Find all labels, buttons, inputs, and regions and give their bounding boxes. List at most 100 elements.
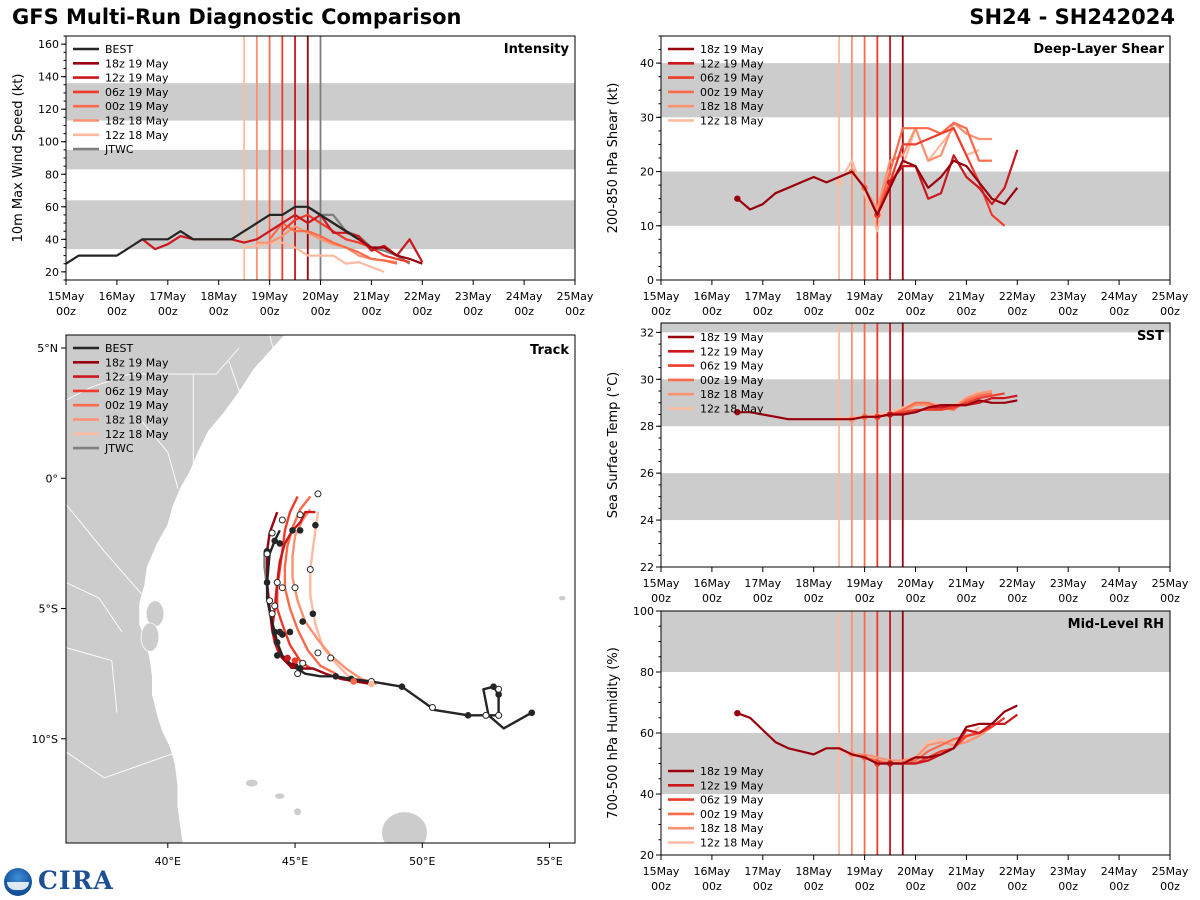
intensity-xtick-label-hour: 00z (209, 305, 229, 318)
track-series-line (291, 508, 377, 686)
rh-xtick-label-hour: 00z (1058, 880, 1078, 893)
track-marker-filled (464, 712, 472, 719)
track-legend-label: JTWC (104, 442, 134, 455)
intensity-xtick-label-date: 17May (149, 290, 186, 303)
intensity-xtick-label-date: 15May (48, 290, 85, 303)
sst-ytick-label: 30 (640, 373, 654, 386)
intensity-xtick-label-date: 25May (557, 290, 594, 303)
shear-ytick-label: 30 (640, 111, 654, 124)
intensity-legend-label: 06z 19 May (105, 86, 169, 99)
intensity-ylabel: 10m Max Wind Speed (kt) (11, 74, 26, 243)
track-marker-open (273, 578, 281, 586)
rh-xtick-label-date: 24May (1101, 865, 1138, 878)
track-marker-open (314, 649, 322, 657)
track-marker-filled (398, 683, 406, 690)
rh-xtick-label-date: 23May (1050, 865, 1087, 878)
track-border (66, 647, 118, 713)
rh-xtick-label-hour: 00z (753, 880, 773, 893)
storm-id-label: SH24 - SH242024 (969, 5, 1175, 29)
intensity-ytick-label: 20 (45, 266, 59, 279)
track-marker-open (291, 584, 299, 592)
track-legend-label: BEST (105, 342, 133, 355)
sst-xtick-label-hour: 00z (651, 592, 671, 605)
intensity-ytick-label: 160 (38, 38, 59, 51)
rh-plot-area (661, 611, 1170, 855)
sst-xtick-label-date: 21May (948, 577, 985, 590)
track-border (136, 415, 179, 489)
intensity-xtick-label-hour: 00z (463, 305, 483, 318)
track-border (193, 347, 240, 375)
track-series-line (265, 511, 372, 686)
track-legend-label: 00z 19 May (105, 399, 169, 412)
sst-band-0 (661, 473, 1170, 521)
intensity-xtick-label-hour: 00z (158, 305, 178, 318)
track-marker-open (268, 529, 276, 537)
intensity-legend-label: BEST (105, 43, 133, 56)
shear-xtick-label-date: 17May (744, 290, 781, 303)
track-marker-open (495, 711, 503, 719)
intensity-xtick-label-hour: 00z (260, 305, 280, 318)
shear-xtick-label-hour: 00z (855, 305, 875, 318)
track-xtick-label: 50°E (409, 855, 435, 868)
track-init-point (289, 662, 296, 670)
sst-legend-label: 12z 19 May (700, 345, 764, 358)
shear-xtick-label-hour: 00z (1058, 305, 1078, 318)
sst-ytick-label: 24 (640, 514, 654, 527)
track-border (66, 373, 194, 401)
track-series-line (309, 511, 372, 686)
sst-xtick-label-hour: 00z (804, 592, 824, 605)
track-marker-filled (273, 639, 281, 646)
shear-band-1 (661, 63, 1170, 118)
track-marker-open (314, 490, 322, 498)
rh-xtick-label-hour: 00z (957, 880, 977, 893)
intensity-legend-label: 12z 19 May (105, 72, 169, 85)
track-legend-label: 12z 18 May (105, 428, 169, 441)
rh-band-1 (661, 611, 1170, 672)
intensity-ytick-label: 120 (38, 103, 59, 116)
intensity-legend-label: 00z 19 May (105, 100, 169, 113)
sst-xtick-label-date: 23May (1050, 577, 1087, 590)
rh-ytick-label: 80 (640, 666, 654, 679)
shear-xtick-label-date: 15May (643, 290, 680, 303)
track-marker-filled (309, 610, 317, 618)
shear-xtick-label-hour: 00z (753, 305, 773, 318)
intensity-xtick-label-date: 23May (455, 290, 492, 303)
shear-ylabel: 200-850 hPa Shear (kt) (606, 83, 621, 234)
track-marker-open (294, 670, 302, 678)
shear-xtick-label-hour: 00z (702, 305, 722, 318)
intensity-xtick-label-hour: 00z (56, 305, 76, 318)
sst-legend-label: 18z 19 May (700, 331, 764, 344)
intensity-ytick-label: 80 (45, 168, 59, 181)
intensity-ytick-label: 40 (45, 233, 59, 246)
shear-band-0 (661, 171, 1170, 226)
shear-series-line (736, 159, 1019, 216)
rh-ytick-label: 60 (640, 727, 654, 740)
intensity-xtick-label-date: 21May (353, 290, 390, 303)
sst-legend-label: 06z 19 May (700, 360, 764, 373)
noaa-icon (4, 868, 32, 896)
rh-xtick-label-hour: 00z (1007, 880, 1027, 893)
sst-series-line (737, 399, 1018, 421)
sst-ytick-label: 26 (640, 467, 654, 480)
track-marker-filled (528, 709, 536, 717)
track-marker-open (299, 659, 307, 667)
rh-legend-label: 18z 18 May (700, 822, 764, 835)
intensity-xtick-label-date: 22May (404, 290, 441, 303)
track-marker-filled (495, 691, 502, 698)
rh-xtick-label-hour: 00z (651, 880, 671, 893)
track-legend-label: 18z 19 May (105, 356, 169, 369)
rh-ylabel: 700-500 hPa Humidity (%) (606, 647, 621, 819)
sst-xtick-label-date: 16May (694, 577, 731, 590)
sst-xtick-label-date: 24May (1101, 577, 1138, 590)
track-map-area (66, 335, 567, 843)
shear-xtick-label-date: 23May (1050, 290, 1087, 303)
track-island (245, 778, 259, 788)
rh-xtick-label-hour: 00z (702, 880, 722, 893)
track-marker-filled (296, 665, 304, 672)
sst-xtick-label-date: 19May (846, 577, 883, 590)
sst-series-line (877, 392, 1005, 418)
track-border (66, 504, 148, 601)
